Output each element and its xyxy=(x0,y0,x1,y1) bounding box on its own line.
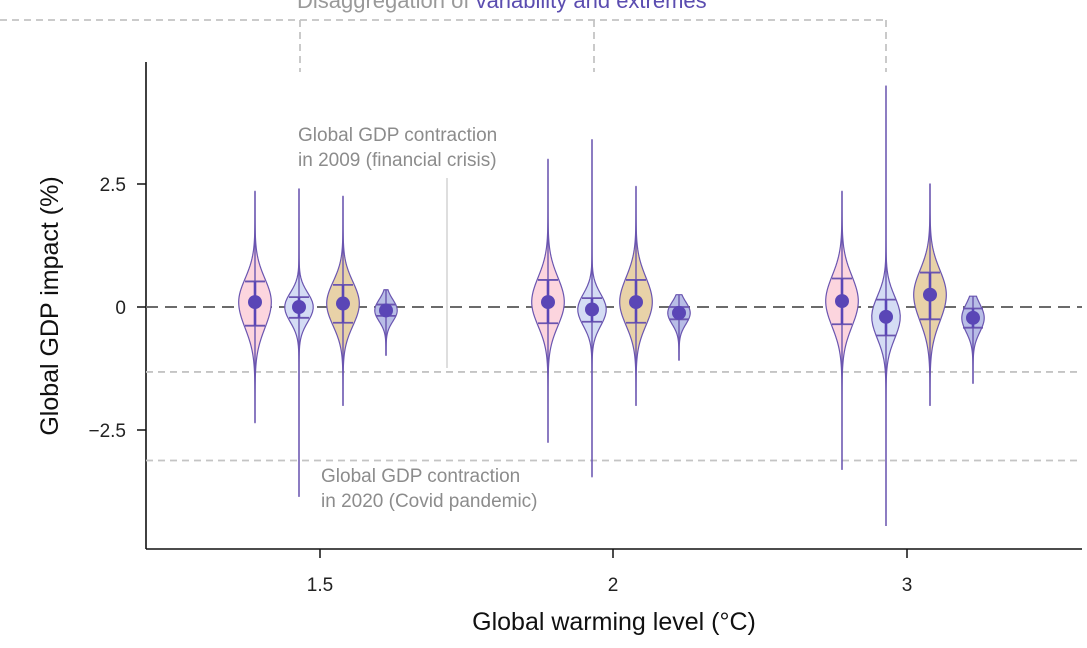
violin-navy xyxy=(667,294,691,361)
y-ticks: 2.5 0 −2.5 xyxy=(88,175,146,442)
reference-label: in 2020 (Covid pandemic) xyxy=(321,491,538,512)
violin-pink xyxy=(531,158,565,443)
y-tick-label: 0 xyxy=(115,298,126,319)
x-tick-label: 1.5 xyxy=(307,575,333,596)
violins xyxy=(238,85,985,526)
violin-tan xyxy=(326,195,360,406)
x-tick-label: 2 xyxy=(608,575,619,596)
x-axis-title: Global warming level (°C) xyxy=(472,608,756,636)
reference-labels: Global GDP contraction in 2009 (financial… xyxy=(298,125,538,512)
violin-mean-point xyxy=(966,310,980,325)
x-ticks: 1.5 2 3 xyxy=(307,549,913,596)
chart-title-prefix: Disaggregation of xyxy=(297,0,476,13)
chart-title-highlight: variability and extremes xyxy=(476,0,707,13)
violin-mean-point xyxy=(248,295,262,310)
violin-pink xyxy=(825,190,859,470)
violin-blue xyxy=(871,85,901,526)
violin-pink xyxy=(238,190,272,424)
violin-mean-point xyxy=(672,305,686,320)
x-tick-label: 3 xyxy=(902,575,913,596)
chart-title: Disaggregation of variability and extrem… xyxy=(297,0,707,13)
violin-mean-point xyxy=(379,303,393,318)
reference-label: in 2009 (financial crisis) xyxy=(298,150,497,171)
violin-mean-point xyxy=(629,295,643,310)
reference-label: Global GDP contraction xyxy=(321,466,520,487)
violin-navy xyxy=(374,289,398,356)
y-tick-label: −2.5 xyxy=(88,421,126,442)
violin-mean-point xyxy=(585,302,599,317)
reference-label: Global GDP contraction xyxy=(298,125,497,146)
violin-navy xyxy=(961,295,985,384)
reference-lines xyxy=(146,371,1082,462)
y-axis-title: Global GDP impact (%) xyxy=(36,176,64,435)
y-tick-label: 2.5 xyxy=(100,175,126,196)
violin-mean-point xyxy=(336,296,350,311)
violin-tan xyxy=(913,183,947,406)
violin-mean-point xyxy=(292,300,306,314)
violin-mean-point xyxy=(879,309,893,324)
violin-mean-point xyxy=(835,294,849,309)
violin-mean-point xyxy=(541,295,555,310)
violin-blue xyxy=(284,188,314,498)
violin-tan xyxy=(619,185,653,406)
title-bracket xyxy=(0,19,887,72)
violin-blue xyxy=(577,139,607,478)
violin-mean-point xyxy=(923,287,937,302)
